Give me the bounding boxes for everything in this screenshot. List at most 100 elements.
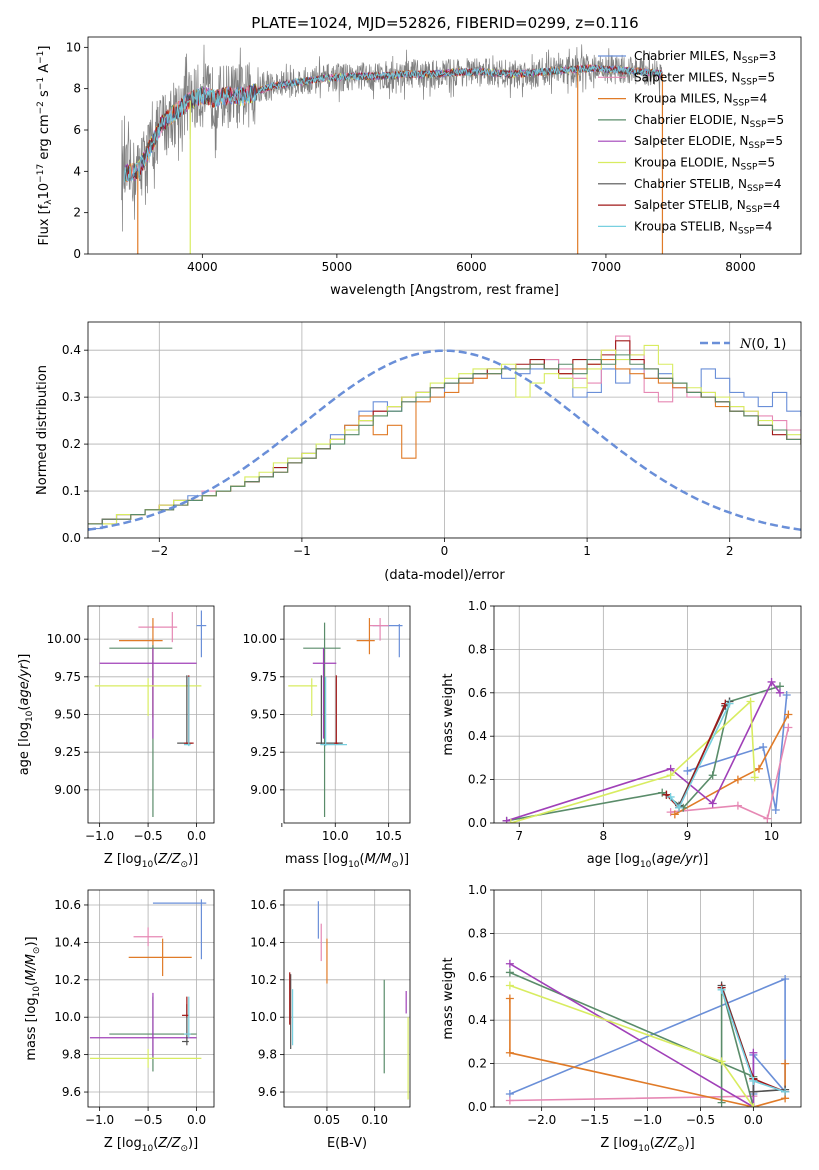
plot-area bbox=[88, 890, 214, 1107]
label-part: )] bbox=[24, 936, 39, 946]
label-part: =5 bbox=[766, 113, 784, 127]
label-part: ⊙ bbox=[180, 860, 188, 870]
label-part: 10 bbox=[37, 183, 52, 200]
data-layer bbox=[94, 610, 207, 817]
label-part: A bbox=[37, 64, 52, 77]
x-tick-label: −1 bbox=[293, 544, 311, 558]
y-tick-label: 10.6 bbox=[54, 898, 81, 912]
weight-marker bbox=[717, 1098, 726, 1107]
label-part: SSP bbox=[742, 56, 759, 66]
y-tick-label: 10.2 bbox=[54, 973, 81, 987]
y-tick-label: 9.6 bbox=[62, 1085, 81, 1099]
label-part: Z/Z bbox=[654, 1136, 678, 1151]
label-part: Chabrier MILES, N bbox=[634, 49, 742, 63]
x-tick-label: −0.5 bbox=[686, 1113, 715, 1127]
label-part: ( bbox=[24, 981, 39, 986]
y-tick-label: 10.00 bbox=[243, 632, 277, 646]
label-part: Z [log bbox=[104, 852, 142, 867]
legend-label: Kroupa STELIB, NSSP=4 bbox=[634, 219, 772, 236]
legend-label: Kroupa MILES, NSSP=4 bbox=[634, 92, 767, 109]
weight-line bbox=[674, 714, 790, 816]
label-part: −2 bbox=[36, 101, 46, 114]
x-tick-label: 0 bbox=[441, 544, 449, 558]
residual-histogram-panel: −2 −1 0 1 2 0.0 0.1 0.2 0.3 0.4 N(0, 1) (data-model… bbox=[35, 321, 802, 583]
histogram-step bbox=[88, 354, 801, 525]
mass-weight-vs-metallicity-panel: −2.0 −1.5 −1.0 −0.5 0.0 0.0 0.2 0.4 0.6 0.8 1.0 Z [… bbox=[441, 883, 802, 1154]
weight-marker bbox=[505, 1096, 514, 1105]
label-part: Kroupa MILES, N bbox=[634, 92, 733, 106]
weight-marker bbox=[733, 775, 742, 784]
axes-frame bbox=[87, 321, 802, 539]
x-axis-label: age [log10(age/yr)] bbox=[587, 852, 709, 870]
x-tick-label: −0.5 bbox=[134, 829, 163, 843]
weight-marker bbox=[775, 688, 784, 697]
x-tick-label: 6000 bbox=[456, 260, 487, 274]
plot-area bbox=[284, 890, 410, 1107]
label-part: −1 bbox=[36, 51, 46, 64]
grid bbox=[494, 890, 801, 1107]
weight-marker bbox=[763, 814, 772, 823]
weight-marker bbox=[784, 710, 793, 719]
label-part: 10 bbox=[640, 860, 652, 870]
weight-marker bbox=[670, 810, 679, 819]
weight-marker bbox=[767, 677, 776, 686]
y-tick-label: 0.0 bbox=[468, 816, 487, 830]
label-part: −1 bbox=[36, 77, 46, 90]
model-spectrum-line bbox=[123, 64, 662, 183]
x-tick-label: 7 bbox=[515, 829, 523, 843]
weight-marker bbox=[666, 792, 675, 801]
y-tick-label: 1.0 bbox=[468, 599, 487, 613]
weight-marker bbox=[658, 788, 667, 797]
weight-line bbox=[670, 727, 790, 820]
label-part: mass weight bbox=[441, 673, 456, 755]
weight-marker bbox=[505, 968, 514, 977]
label-part: 10 bbox=[638, 1144, 650, 1154]
label-part: ⊙ bbox=[180, 1144, 188, 1154]
x-tick-label: −1.0 bbox=[633, 1113, 662, 1127]
x-axis-label: E(B-V) bbox=[327, 1136, 367, 1151]
weight-marker bbox=[754, 764, 763, 773]
label-part: 10 bbox=[142, 1144, 154, 1154]
label-part: ( bbox=[153, 852, 158, 867]
weight-marker bbox=[717, 985, 726, 994]
label-part: 10 bbox=[142, 860, 154, 870]
label-part: Z/Z bbox=[157, 852, 181, 867]
weight-marker bbox=[717, 1057, 726, 1066]
legend-label: Salpeter MILES, NSSP=5 bbox=[634, 70, 775, 87]
y-axis-label: Normed distribution bbox=[35, 365, 50, 495]
label-part: Chabrier ELODIE, N bbox=[634, 113, 750, 127]
weight-line bbox=[509, 1095, 755, 1107]
weight-marker bbox=[505, 981, 514, 990]
x-tick-label: 5000 bbox=[322, 260, 353, 274]
weight-line bbox=[509, 984, 755, 1107]
label-part: Salpeter STELIB, N bbox=[634, 198, 746, 212]
x-tick-label: −1.0 bbox=[85, 829, 114, 843]
y-tick-label: 0.6 bbox=[468, 970, 487, 984]
x-tick-label: −2.0 bbox=[527, 1113, 556, 1127]
label-part: SSP bbox=[747, 184, 764, 194]
y-tick-label: 0.8 bbox=[468, 642, 487, 656]
label-part: E(B-V) bbox=[327, 1136, 367, 1151]
x-tick-label: 9 bbox=[684, 829, 692, 843]
label-part: =4 bbox=[750, 92, 768, 106]
axes-frame bbox=[283, 605, 411, 824]
label-part: ⊙ bbox=[32, 947, 42, 955]
gaussian-curve bbox=[88, 349, 801, 532]
weight-marker bbox=[781, 1059, 790, 1068]
y-tick-label: 9.25 bbox=[54, 745, 81, 759]
weight-line bbox=[687, 694, 788, 811]
y-tick-label: 10.4 bbox=[54, 935, 81, 949]
axes-frame bbox=[87, 36, 802, 255]
legend-label: Chabrier ELODIE, NSSP=5 bbox=[634, 113, 784, 130]
plot-area bbox=[88, 322, 801, 538]
y-tick-label: 0.6 bbox=[468, 686, 487, 700]
weight-marker bbox=[708, 799, 717, 808]
plot-area bbox=[284, 606, 410, 823]
plot-area bbox=[494, 890, 801, 1107]
weight-marker bbox=[784, 723, 793, 732]
weight-marker bbox=[749, 1048, 758, 1057]
label-part: )] bbox=[188, 852, 198, 867]
label-part: mass [log bbox=[285, 852, 348, 867]
